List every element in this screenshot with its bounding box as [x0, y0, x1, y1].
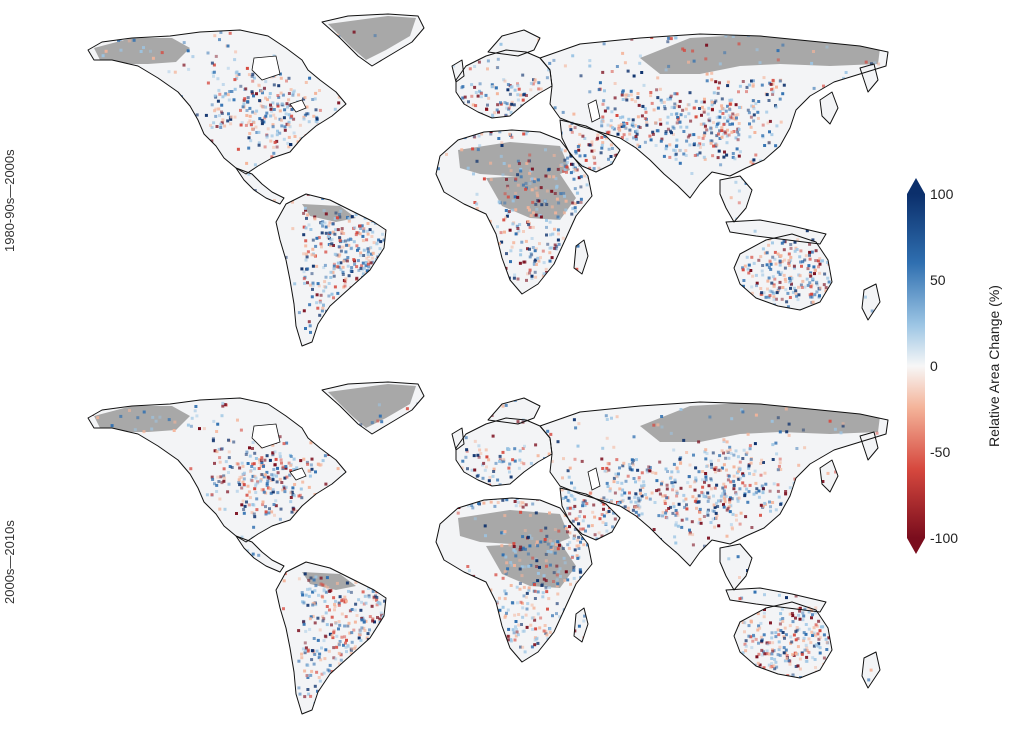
- colorbar-title: Relative Area Change (%): [986, 285, 1002, 447]
- no-data-alaska-canada: [94, 406, 190, 432]
- land-japan: [820, 460, 838, 492]
- coastline-asia: [539, 401, 889, 567]
- colorbar: 100 50 0 -50 -100 Relative Area Change (…: [904, 176, 1020, 556]
- tick-label-100: 100: [930, 186, 954, 202]
- no-data-sahara: [458, 142, 570, 178]
- tick-label-50: 50: [930, 272, 946, 288]
- coastline-indonesia: [725, 219, 827, 245]
- row-label-top: 1980-90s—2000s: [2, 149, 17, 252]
- land-new-zealand: [862, 284, 880, 320]
- coastline-japan: [819, 459, 839, 493]
- no-data-greenland: [328, 384, 416, 428]
- water-hudson-bay: [251, 423, 281, 449]
- coastline-greenland: [321, 13, 425, 67]
- coastline-africa: [435, 497, 593, 663]
- colorbar-body: [907, 194, 925, 538]
- coastline-central-america: [235, 167, 285, 205]
- land-japan: [820, 92, 838, 124]
- coastline-middle-east: [559, 487, 621, 541]
- coastline-south-america: [275, 193, 387, 347]
- coastline-australia: [733, 601, 833, 679]
- coastline-asia: [539, 33, 889, 199]
- map-panel-2000s-2010s: [40, 376, 900, 728]
- no-data-siberia: [640, 402, 880, 442]
- land-se-asia: [720, 544, 752, 590]
- coastline-middle-east: [559, 119, 621, 173]
- tick-label-neg50: -50: [930, 444, 951, 460]
- world-map-bottom: [87, 381, 889, 715]
- coastline-scandinavia: [487, 29, 541, 57]
- coastline-madagascar: [573, 607, 589, 643]
- map-panel-1980s-2000s: [40, 8, 900, 360]
- land-australia: [734, 602, 832, 678]
- coastline-indonesia: [725, 587, 827, 613]
- land-north-america: [88, 398, 346, 542]
- colorbar-scale: [907, 178, 925, 554]
- coastline-central-america: [235, 535, 285, 573]
- no-data-siberia: [640, 34, 880, 74]
- land-central-america: [236, 168, 284, 204]
- coastline-kamchatka: [859, 63, 879, 93]
- coastline-japan: [819, 91, 839, 125]
- water-caspian: [587, 99, 601, 123]
- coastline-africa: [435, 129, 593, 295]
- coastline-north-america: [87, 397, 347, 543]
- coastline-madagascar: [573, 239, 589, 275]
- row-label-bottom: 2000s—2010s: [2, 520, 17, 604]
- water-caspian: [587, 467, 601, 491]
- coastline-south-america: [275, 561, 387, 715]
- coastline-australia: [733, 233, 833, 311]
- coastline-north-america: [87, 29, 347, 175]
- coastline-scandinavia: [487, 397, 541, 425]
- coastline-uk: [451, 427, 465, 451]
- coastline-se-asia: [719, 175, 753, 223]
- no-data-greenland: [328, 16, 416, 60]
- water-great-lakes: [289, 99, 307, 113]
- water-great-lakes: [289, 467, 307, 481]
- coastline-new-zealand: [861, 283, 881, 321]
- tick-label-0: 0: [930, 358, 938, 374]
- tick-label-neg100: -100: [930, 530, 959, 546]
- colorbar-bottom-arrow: [907, 538, 925, 554]
- land-madagascar: [574, 608, 588, 642]
- land-scandinavia: [488, 30, 540, 56]
- land-asia: [540, 34, 888, 198]
- land-asia: [540, 402, 888, 566]
- water-hudson-bay: [251, 55, 281, 81]
- colorbar-top-arrow: [907, 178, 925, 194]
- coastline-uk: [451, 59, 465, 83]
- coastline-new-zealand: [861, 651, 881, 689]
- world-map-top: [87, 13, 889, 347]
- coastline-se-asia: [719, 543, 753, 591]
- coastline-greenland: [321, 381, 425, 435]
- coastline-kamchatka: [859, 431, 879, 461]
- land-scandinavia: [488, 398, 540, 424]
- no-data-amazon-edge: [302, 204, 356, 222]
